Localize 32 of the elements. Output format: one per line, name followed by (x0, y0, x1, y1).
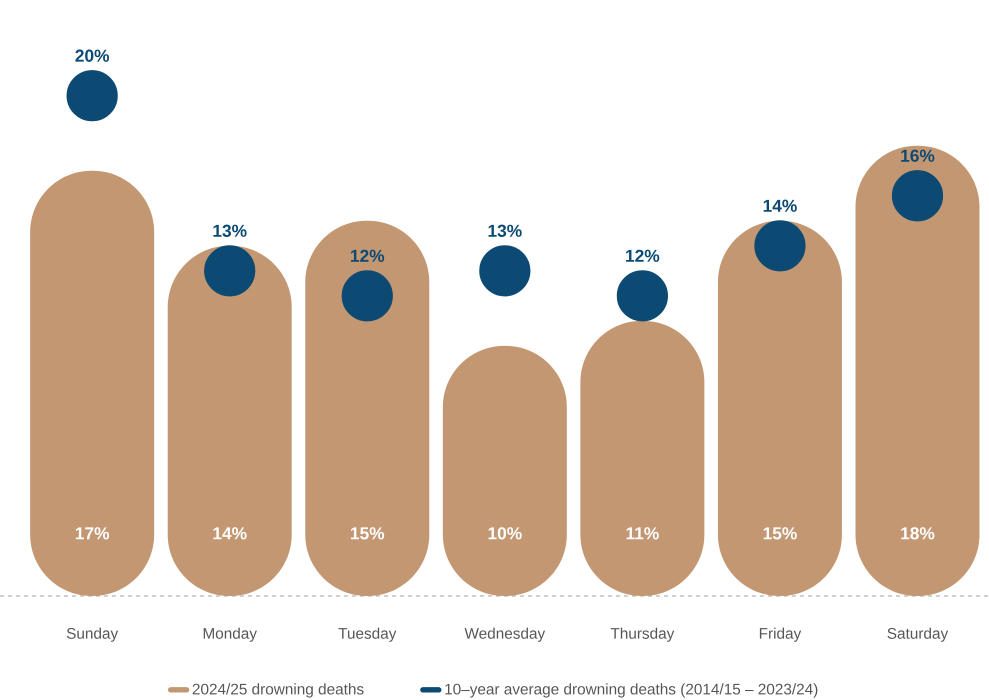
point (479, 245, 530, 296)
point (754, 220, 806, 272)
bar (855, 146, 980, 596)
point (892, 170, 944, 222)
x-tick-label: Wednesday (464, 628, 546, 642)
data-label: 13% (488, 224, 522, 237)
point (66, 70, 118, 122)
data-label: 20% (75, 50, 110, 62)
data-label: 14% (764, 200, 797, 212)
data-label: 12% (626, 250, 660, 262)
data-label: 11% (626, 527, 659, 540)
point (342, 270, 393, 322)
legend-label: 2024/25 drowning deaths (192, 683, 364, 698)
x-tick-label: Monday (204, 628, 257, 642)
x-tick-label: Friday (760, 628, 802, 642)
point (204, 245, 256, 296)
x-tick-label: Thursday (610, 628, 674, 642)
data-label: 17% (76, 527, 110, 540)
data-label: 15% (351, 527, 384, 540)
x-tick-label: Tuesday (338, 628, 396, 642)
data-label: 14% (213, 527, 247, 540)
data-label: 15% (764, 527, 797, 540)
x-tick-label: Sunday (66, 628, 118, 642)
legend-label: 10–year average drowning deaths (2014/15 – 2023/24) (445, 683, 818, 698)
data-label: 13% (213, 224, 247, 237)
point (616, 270, 668, 322)
data-label: 18% (901, 527, 934, 540)
data-label: 10% (488, 527, 522, 540)
data-label: 12% (351, 250, 384, 262)
x-tick-label: Saturday (887, 628, 948, 642)
data-label: 16% (901, 150, 934, 162)
bar (30, 170, 154, 596)
